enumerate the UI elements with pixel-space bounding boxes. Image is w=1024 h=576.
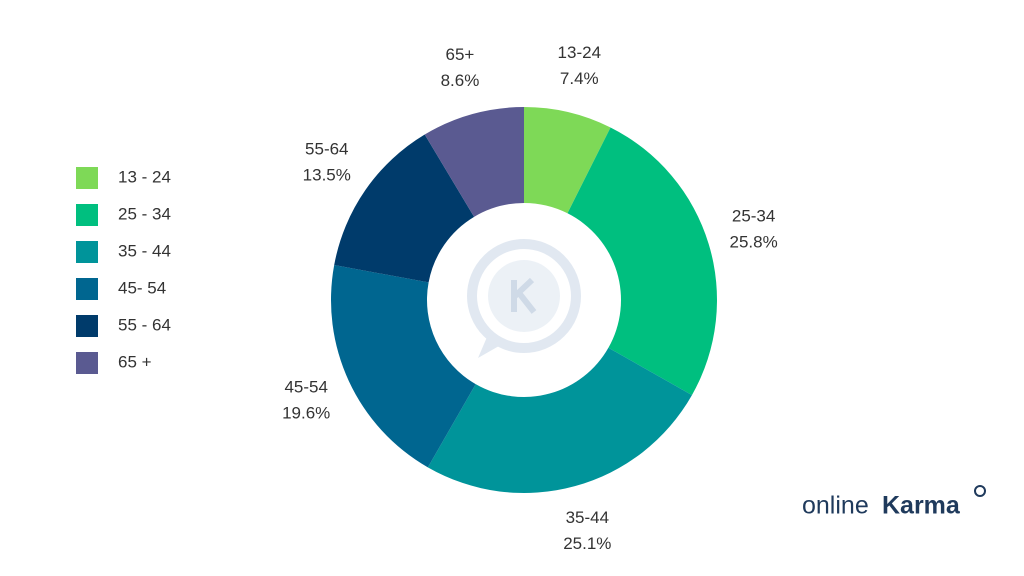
logo-text: online: [802, 492, 869, 520]
legend-label: 13 - 24: [118, 167, 171, 186]
logo-icon: [974, 485, 986, 497]
slice-label: 55-64: [305, 140, 348, 159]
slice-value-label: 8.6%: [441, 71, 480, 90]
center-icon: [467, 239, 581, 358]
slice-value-label: 19.6%: [282, 403, 330, 422]
donut-slice: [427, 347, 692, 493]
slice-label: 25-34: [732, 207, 775, 226]
slice-label: 13-24: [558, 43, 601, 62]
legend: 13 - 24 25 - 34 35 - 44 45- 54 55 - 64 65 +: [76, 167, 171, 374]
donut-slice: [331, 265, 476, 468]
donut-slice: [567, 127, 717, 396]
legend-label: 25 - 34: [118, 204, 171, 223]
slice-value-label: 25.8%: [730, 233, 778, 252]
legend-label: 35 - 44: [118, 241, 171, 260]
donut-slice: [524, 107, 611, 214]
legend-swatch: [76, 315, 98, 337]
donut-slice: [424, 107, 524, 217]
legend-swatch: [76, 352, 98, 374]
slice-label: 35-44: [566, 508, 609, 527]
slice-value-label: 7.4%: [560, 69, 599, 88]
donut-slice: [334, 134, 475, 283]
slice-value-label: 25.1%: [563, 534, 611, 553]
legend-swatch: [76, 278, 98, 300]
donut: 13-24 7.4% 25-34 25.8% 35-44 25.1% 45-54 19.6% 5…: [282, 43, 778, 553]
logo-text-bold: Karma: [882, 492, 961, 520]
slice-value-label: 13.5%: [303, 166, 351, 185]
brand-logo: online Karma: [802, 485, 986, 520]
legend-label: 65 +: [118, 352, 152, 371]
legend-swatch: [76, 204, 98, 226]
legend-swatch: [76, 241, 98, 263]
slice-label: 65+: [446, 45, 475, 64]
legend-label: 55 - 64: [118, 315, 171, 334]
slice-label: 45-54: [284, 377, 327, 396]
legend-label: 45- 54: [118, 278, 166, 297]
legend-swatch: [76, 167, 98, 189]
